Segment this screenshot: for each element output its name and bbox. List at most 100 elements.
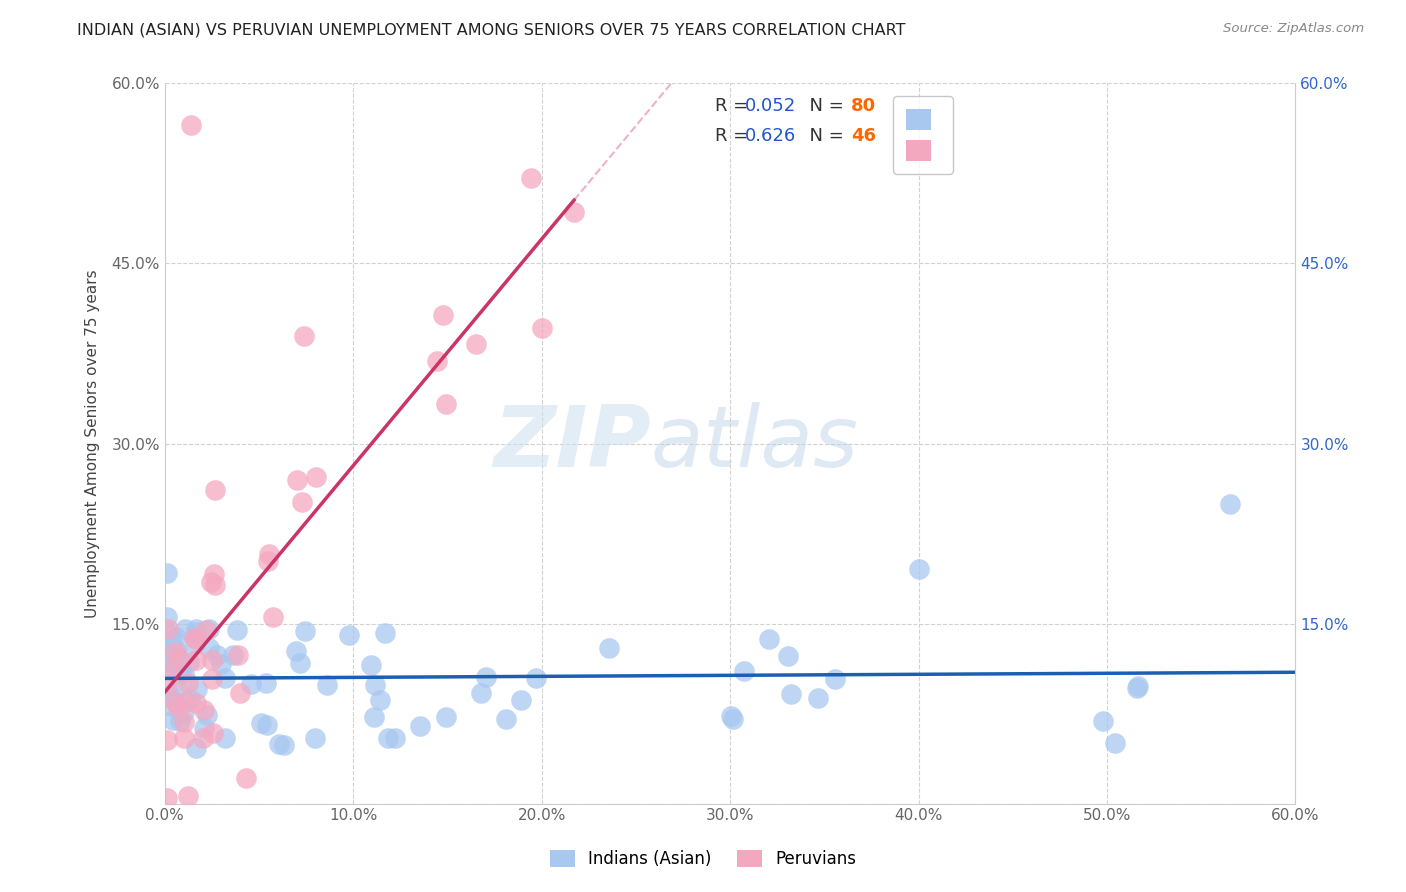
- Point: [201, 725, 224, 739]
- Point: [162, 713, 184, 727]
- Point: [156, 690, 179, 704]
- Point: [284, 643, 307, 657]
- Point: [305, 470, 328, 484]
- Point: [202, 566, 225, 581]
- Point: [165, 644, 187, 658]
- Point: [162, 650, 184, 665]
- Point: [163, 695, 186, 709]
- Point: [228, 685, 250, 699]
- Point: [174, 695, 197, 709]
- Point: [167, 699, 190, 714]
- Point: [368, 692, 391, 706]
- Point: [384, 731, 406, 745]
- Point: [807, 691, 830, 706]
- Point: [201, 673, 224, 687]
- Point: [240, 676, 263, 690]
- Point: [721, 712, 744, 726]
- Point: [166, 630, 188, 644]
- Point: [1104, 736, 1126, 750]
- Point: [163, 645, 186, 659]
- Point: [183, 632, 205, 646]
- Point: [908, 562, 931, 576]
- Point: [173, 666, 195, 681]
- Point: [257, 553, 280, 567]
- Point: [156, 566, 179, 581]
- Point: [191, 731, 214, 745]
- Point: [174, 623, 197, 637]
- Point: [598, 641, 620, 656]
- Point: [256, 718, 278, 732]
- Point: [776, 648, 799, 663]
- Point: [824, 672, 846, 686]
- Point: [257, 547, 280, 561]
- Point: [156, 640, 179, 655]
- Text: INDIAN (ASIAN) VS PERUVIAN UNEMPLOYMENT AMONG SENIORS OVER 75 YEARS CORRELATION : INDIAN (ASIAN) VS PERUVIAN UNEMPLOYMENT …: [77, 22, 905, 37]
- Text: 0.052: 0.052: [745, 97, 796, 115]
- Point: [377, 731, 399, 745]
- Point: [184, 741, 207, 756]
- Point: [204, 578, 226, 592]
- Point: [201, 652, 224, 666]
- Point: [160, 699, 183, 714]
- Legend: , : ,: [893, 96, 953, 174]
- Point: [434, 396, 457, 410]
- Point: [408, 719, 430, 733]
- Point: [262, 609, 284, 624]
- Point: [465, 337, 488, 351]
- Point: [198, 640, 221, 655]
- Text: 0.626: 0.626: [745, 127, 796, 145]
- Point: [184, 625, 207, 640]
- Point: [1218, 497, 1240, 511]
- Point: [195, 624, 218, 638]
- Point: [184, 637, 207, 651]
- Point: [214, 671, 236, 685]
- Point: [160, 655, 183, 669]
- Point: [432, 308, 454, 322]
- Point: [360, 657, 382, 672]
- Point: [337, 628, 360, 642]
- Point: [294, 624, 316, 639]
- Point: [209, 657, 232, 671]
- Point: [173, 731, 195, 745]
- Point: [290, 657, 312, 671]
- Point: [254, 675, 277, 690]
- Point: [235, 772, 257, 786]
- Point: [720, 709, 742, 723]
- Point: [363, 710, 385, 724]
- Point: [166, 644, 188, 658]
- Point: [186, 653, 208, 667]
- Point: [159, 688, 181, 702]
- Point: [780, 687, 803, 701]
- Text: 46: 46: [851, 127, 876, 145]
- Legend: Indians (Asian), Peruvians: Indians (Asian), Peruvians: [543, 843, 863, 875]
- Point: [273, 739, 295, 753]
- Point: [214, 731, 236, 745]
- Point: [519, 170, 541, 185]
- Point: [180, 119, 202, 133]
- Point: [159, 628, 181, 642]
- Point: [292, 328, 315, 343]
- Point: [250, 716, 273, 731]
- Point: [374, 626, 396, 640]
- Point: [160, 663, 183, 677]
- Point: [1092, 714, 1115, 728]
- Point: [205, 648, 228, 662]
- Point: [193, 721, 215, 735]
- Point: [186, 622, 208, 636]
- Point: [160, 637, 183, 651]
- Point: [193, 703, 215, 717]
- Point: [186, 696, 208, 710]
- Point: [204, 483, 226, 497]
- Text: N =: N =: [799, 127, 849, 145]
- Point: [495, 712, 517, 726]
- Point: [173, 705, 195, 719]
- Point: [222, 648, 245, 662]
- Point: [363, 678, 385, 692]
- Text: atlas: atlas: [651, 402, 859, 485]
- Point: [531, 321, 554, 335]
- Point: [1126, 679, 1149, 693]
- Point: [156, 790, 179, 805]
- Point: [316, 678, 339, 692]
- Point: [426, 354, 449, 368]
- Point: [200, 575, 222, 590]
